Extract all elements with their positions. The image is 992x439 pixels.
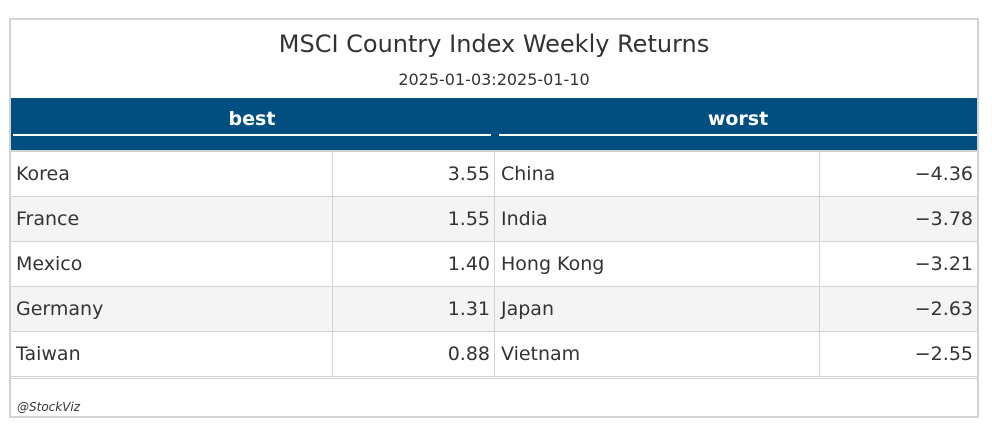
best-country-cell: Germany — [11, 287, 333, 331]
worst-column-header: worst — [499, 104, 977, 136]
table-body: Korea 3.55 China −4.36 France 1.55 India… — [11, 152, 977, 377]
table-container: MSCI Country Index Weekly Returns 2025-0… — [9, 18, 979, 418]
worst-country-cell: Japan — [495, 287, 820, 331]
worst-value-cell: −2.55 — [914, 343, 973, 365]
best-country-cell: Mexico — [11, 242, 333, 286]
best-value-cell: 3.55 — [333, 152, 495, 196]
source-note: @StockViz — [17, 400, 81, 414]
header-divider — [11, 150, 977, 152]
best-value-cell: 1.40 — [333, 242, 495, 286]
best-country-cell: France — [11, 197, 333, 241]
best-column-header: best — [13, 104, 491, 136]
table-subtitle: 2025-01-03:2025-01-10 — [398, 70, 590, 89]
worst-value-cell: −3.78 — [914, 208, 973, 230]
worst-value-cell: −4.36 — [914, 163, 973, 185]
worst-country-cell: China — [495, 152, 820, 196]
best-country-cell: Korea — [11, 152, 333, 196]
worst-value-cell: −2.63 — [914, 298, 973, 320]
best-value-cell: 1.55 — [333, 197, 495, 241]
table-row: Taiwan 0.88 Vietnam −2.55 — [11, 332, 977, 377]
column-header-band: best worst — [11, 98, 977, 150]
table-row: Mexico 1.40 Hong Kong −3.21 — [11, 242, 977, 287]
worst-value-cell: −3.21 — [914, 253, 973, 275]
table-row: France 1.55 India −3.78 — [11, 197, 977, 242]
table-row: Germany 1.31 Japan −2.63 — [11, 287, 977, 332]
worst-country-cell: India — [495, 197, 820, 241]
worst-country-cell: Vietnam — [495, 332, 820, 376]
best-value-cell: 0.88 — [333, 332, 495, 376]
table-title: MSCI Country Index Weekly Returns — [278, 30, 710, 58]
best-value-cell: 1.31 — [333, 287, 495, 331]
best-country-cell: Taiwan — [11, 332, 333, 376]
footer-divider — [11, 378, 977, 379]
table-row: Korea 3.55 China −4.36 — [11, 152, 977, 197]
worst-country-cell: Hong Kong — [495, 242, 820, 286]
